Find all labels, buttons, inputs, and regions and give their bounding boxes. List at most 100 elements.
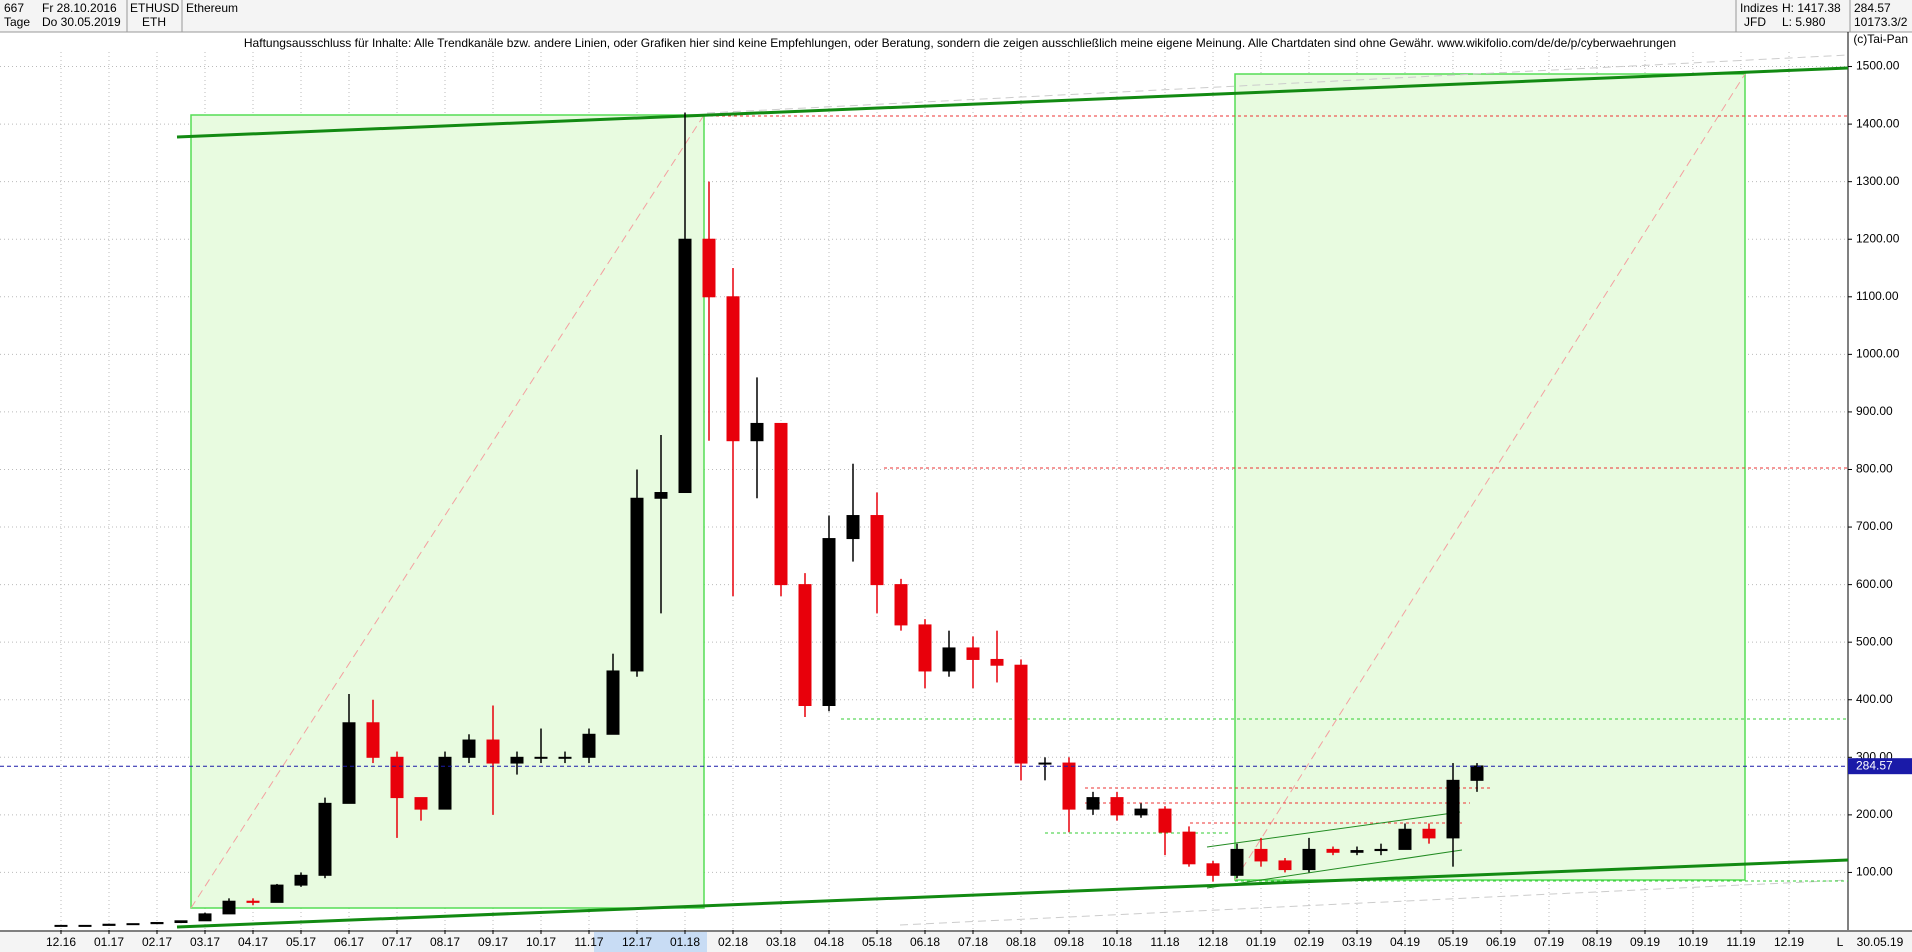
- start-date: Fr 28.10.2016: [42, 1, 117, 15]
- candle-body: [366, 722, 380, 758]
- disclaimer: Haftungsausschluss für Inhalte: Alle Tre…: [244, 36, 1676, 50]
- candle-body: [1134, 808, 1148, 816]
- candle-body: [438, 756, 452, 810]
- candle-body: [1350, 850, 1364, 853]
- x-tick-label: 11.18: [1150, 935, 1179, 949]
- y-tick-label: 1100.00: [1856, 289, 1899, 303]
- plot: [54, 112, 1484, 927]
- x-tick-label: 12.16: [46, 935, 76, 949]
- x-tick-label: 04.19: [1390, 935, 1420, 949]
- candle-body: [1302, 848, 1316, 871]
- volume-info: 10173.3/2: [1854, 15, 1908, 29]
- x-tick-label: 09.17: [478, 935, 508, 949]
- y-tick-label: 800.00: [1856, 462, 1893, 476]
- candle-body: [390, 756, 404, 799]
- candle-body: [990, 658, 1004, 666]
- candle-body: [462, 739, 476, 758]
- candle-body: [1014, 664, 1028, 764]
- x-tick-label: 03.17: [190, 935, 220, 949]
- candle-body: [342, 722, 356, 804]
- candle-body: [1206, 863, 1220, 876]
- x-tick-label: 10.18: [1102, 935, 1132, 949]
- y-tick-label: 400.00: [1856, 692, 1893, 706]
- low-info: L: 5.980: [1782, 15, 1826, 29]
- x-tick-label: 06.19: [1486, 935, 1516, 949]
- candle-body: [1230, 848, 1244, 876]
- candle-body: [270, 884, 284, 903]
- y-tick-label: 600.00: [1856, 577, 1893, 591]
- header-bar: [0, 0, 1912, 32]
- candle-body: [1110, 797, 1124, 816]
- candle-body: [510, 756, 524, 764]
- channel-line: [1206, 811, 1461, 848]
- group: Indizes: [1740, 1, 1778, 15]
- y-tick-label: 200.00: [1856, 807, 1893, 821]
- x-tick-label: 07.18: [958, 935, 988, 949]
- candle-body: [1086, 797, 1100, 810]
- candle-body: [942, 647, 956, 672]
- candle-body: [198, 913, 212, 922]
- x-tick-label: 02.19: [1294, 935, 1324, 949]
- candle-body: [246, 900, 260, 903]
- candle-body: [918, 624, 932, 672]
- candle-body: [726, 296, 740, 442]
- x-tick-label: 11.19: [1726, 935, 1755, 949]
- candle-body: [582, 733, 596, 758]
- x-tick-label: 08.17: [430, 935, 460, 949]
- candle-body: [1326, 848, 1340, 853]
- y-tick-label: 1500.00: [1856, 59, 1900, 73]
- candle-body: [486, 739, 500, 764]
- channel-line: [1206, 849, 1463, 889]
- symbol-short: ETH: [142, 15, 166, 29]
- y-tick-label: 900.00: [1856, 404, 1893, 418]
- candle-body: [870, 515, 884, 586]
- guide-line: [706, 54, 1849, 114]
- x-tick-label: 10.17: [526, 935, 556, 949]
- x-tick-label: 05.17: [286, 935, 316, 949]
- y-tick-label: 100.00: [1856, 865, 1893, 879]
- x-tick-label: 08.18: [1006, 935, 1036, 949]
- x-tick-label: 05.18: [862, 935, 892, 949]
- candle-body: [894, 584, 908, 626]
- candle-body: [966, 647, 980, 660]
- period[interactable]: Tage: [4, 15, 30, 29]
- y-tick-label: 500.00: [1856, 634, 1893, 648]
- diagonal: [190, 114, 705, 909]
- candle-body: [606, 670, 620, 735]
- candle-body: [1182, 831, 1196, 865]
- candle-body: [150, 922, 164, 925]
- x-tick-label: 06.18: [910, 935, 940, 949]
- x-tick-label: 12.18: [1198, 935, 1228, 949]
- candle-body: [102, 923, 116, 926]
- candle-body: [1398, 828, 1412, 850]
- x-tick-label: 03.19: [1342, 935, 1372, 949]
- candle-body: [414, 797, 428, 810]
- trend-line: [176, 858, 1849, 929]
- trend-line: [176, 66, 1849, 139]
- last-date: 30.05.19: [1857, 935, 1904, 949]
- candle-body: [678, 238, 692, 494]
- last-price-label: 284.57: [1856, 758, 1893, 772]
- x-tick-label: 06.17: [334, 935, 364, 949]
- candle-body: [798, 584, 812, 706]
- candle-body: [222, 900, 236, 915]
- count: 667: [4, 1, 24, 15]
- x-tick-label: 11.17: [574, 935, 603, 949]
- candle-body: [846, 515, 860, 540]
- x-tick-label: 02.18: [718, 935, 748, 949]
- candle-body: [54, 924, 68, 927]
- candle-body: [294, 874, 308, 886]
- candle-body: [1038, 762, 1052, 765]
- x-tick-label: 01.18: [670, 935, 700, 949]
- candle-body: [126, 923, 140, 926]
- candle-body: [1470, 765, 1484, 781]
- candle-body: [318, 802, 332, 876]
- scale-mode[interactable]: L: [1837, 935, 1844, 949]
- candle-body: [1422, 828, 1436, 839]
- candle-body: [654, 492, 668, 499]
- x-tick-label: 07.17: [382, 935, 412, 949]
- candle-body: [1062, 762, 1076, 810]
- candle-body: [774, 422, 788, 586]
- candle-body: [630, 497, 644, 672]
